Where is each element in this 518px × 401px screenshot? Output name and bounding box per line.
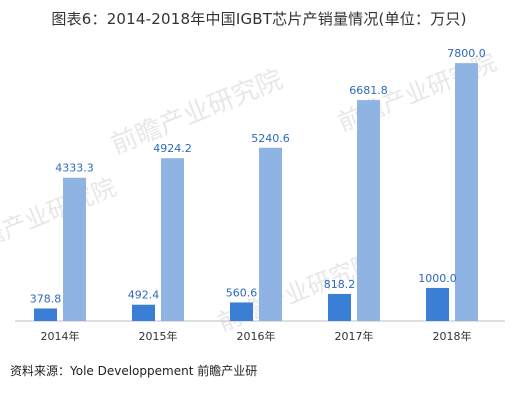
- chart-title: 图表6：2014-2018年中国IGBT芯片产销量情况(单位：万只): [51, 10, 467, 28]
- value-label-large-2: 5240.6: [251, 132, 290, 145]
- bar-large-2: [259, 147, 282, 321]
- bar-large-1: [161, 158, 184, 321]
- value-label-small-2: 560.6: [226, 286, 258, 299]
- source-line: 资料来源：Yole Developpement 前瞻产业研: [10, 364, 258, 378]
- watermark-text-0: 前瞻产业研究院: [107, 65, 287, 161]
- bar-small-1: [132, 304, 155, 321]
- value-label-large-3: 6681.8: [349, 84, 388, 97]
- x-tick-labels-layer: 2014年 2015年 2016年 2017年 2018年: [41, 329, 472, 343]
- x-tick-label-2: 2016年: [237, 329, 276, 343]
- bars-layer: [34, 63, 478, 322]
- value-label-small-0: 378.8: [30, 292, 62, 305]
- watermark-text-2: 前瞻产业研究院: [0, 173, 120, 262]
- x-tick-label-4: 2018年: [433, 329, 472, 343]
- bar-large-0: [63, 177, 86, 321]
- x-tick-label-3: 2017年: [335, 329, 374, 343]
- bar-large-3: [357, 100, 380, 322]
- bar-small-0: [34, 308, 57, 321]
- value-label-small-3: 818.2: [324, 278, 356, 291]
- x-tick-label-1: 2015年: [139, 329, 178, 343]
- x-tick-label-0: 2014年: [41, 329, 80, 343]
- value-label-large-0: 4333.3: [55, 162, 94, 175]
- value-label-large-4: 7800.0: [447, 47, 486, 60]
- bar-small-4: [426, 287, 449, 321]
- value-label-small-1: 492.4: [128, 289, 160, 302]
- bar-large-4: [455, 63, 478, 322]
- value-label-small-4: 1000.0: [418, 272, 457, 285]
- bar-small-2: [230, 302, 253, 321]
- bar-small-3: [328, 293, 351, 321]
- value-label-large-1: 4924.2: [153, 142, 192, 155]
- value-labels-layer: 378.8 4333.3 492.4 4924.2 560.6 5240.6 818.2 66…: [30, 47, 486, 305]
